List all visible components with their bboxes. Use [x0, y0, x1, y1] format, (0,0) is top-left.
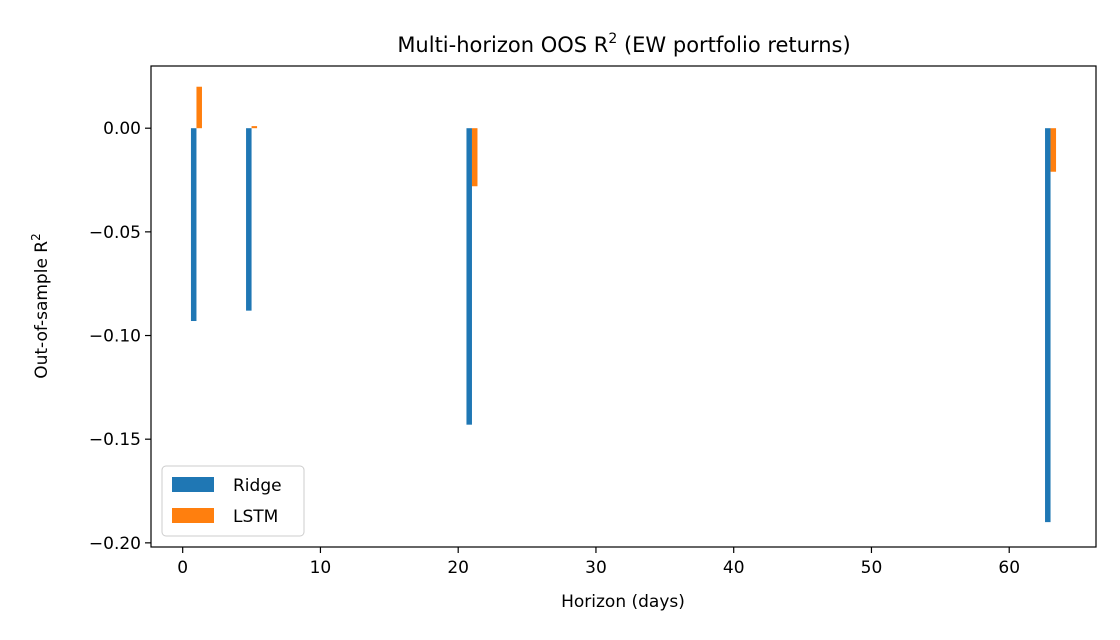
bar-ridge-h1 [190, 128, 197, 322]
bars [190, 86, 1057, 523]
y-tick-label: 0.00 [103, 119, 141, 139]
y-axis-label: Out-of-sample R2 [29, 233, 52, 379]
x-tick-label: 10 [310, 558, 332, 578]
bar-lstm-h1 [196, 86, 202, 129]
legend-label-lstm: LSTM [233, 507, 278, 527]
y-tick-label: −0.15 [89, 430, 141, 450]
x-tick-label: 20 [447, 558, 469, 578]
x-axis-label: Horizon (days) [561, 592, 685, 612]
y-tick-label: −0.20 [89, 534, 141, 554]
legend-swatch-ridge [172, 477, 214, 492]
x-axis-ticks: 0 10 20 30 40 50 60 [177, 547, 1020, 578]
x-tick-label: 30 [585, 558, 607, 578]
y-tick-label: −0.10 [89, 327, 141, 347]
x-tick-label: 60 [998, 558, 1020, 578]
bar-ridge-h63 [1045, 128, 1051, 523]
bar-lstm-h5 [251, 126, 258, 129]
legend: Ridge LSTM [161, 465, 305, 537]
plot-area-frame [150, 65, 1097, 548]
bar-ridge-h5 [246, 128, 252, 311]
chart-title: Multi-horizon OOS R2 (EW portfolio retur… [397, 31, 850, 57]
x-tick-label: 50 [861, 558, 883, 578]
x-tick-label: 0 [177, 558, 188, 578]
legend-label-ridge: Ridge [233, 476, 282, 496]
y-axis-ticks: 0.00 −0.05 −0.10 −0.15 −0.20 [89, 119, 151, 554]
bar-lstm-h63 [1050, 128, 1057, 172]
x-tick-label: 40 [723, 558, 745, 578]
legend-swatch-lstm [172, 508, 214, 523]
y-tick-label: −0.05 [89, 223, 141, 243]
bar-ridge-h21 [466, 128, 472, 425]
bar-lstm-h21 [471, 128, 478, 187]
